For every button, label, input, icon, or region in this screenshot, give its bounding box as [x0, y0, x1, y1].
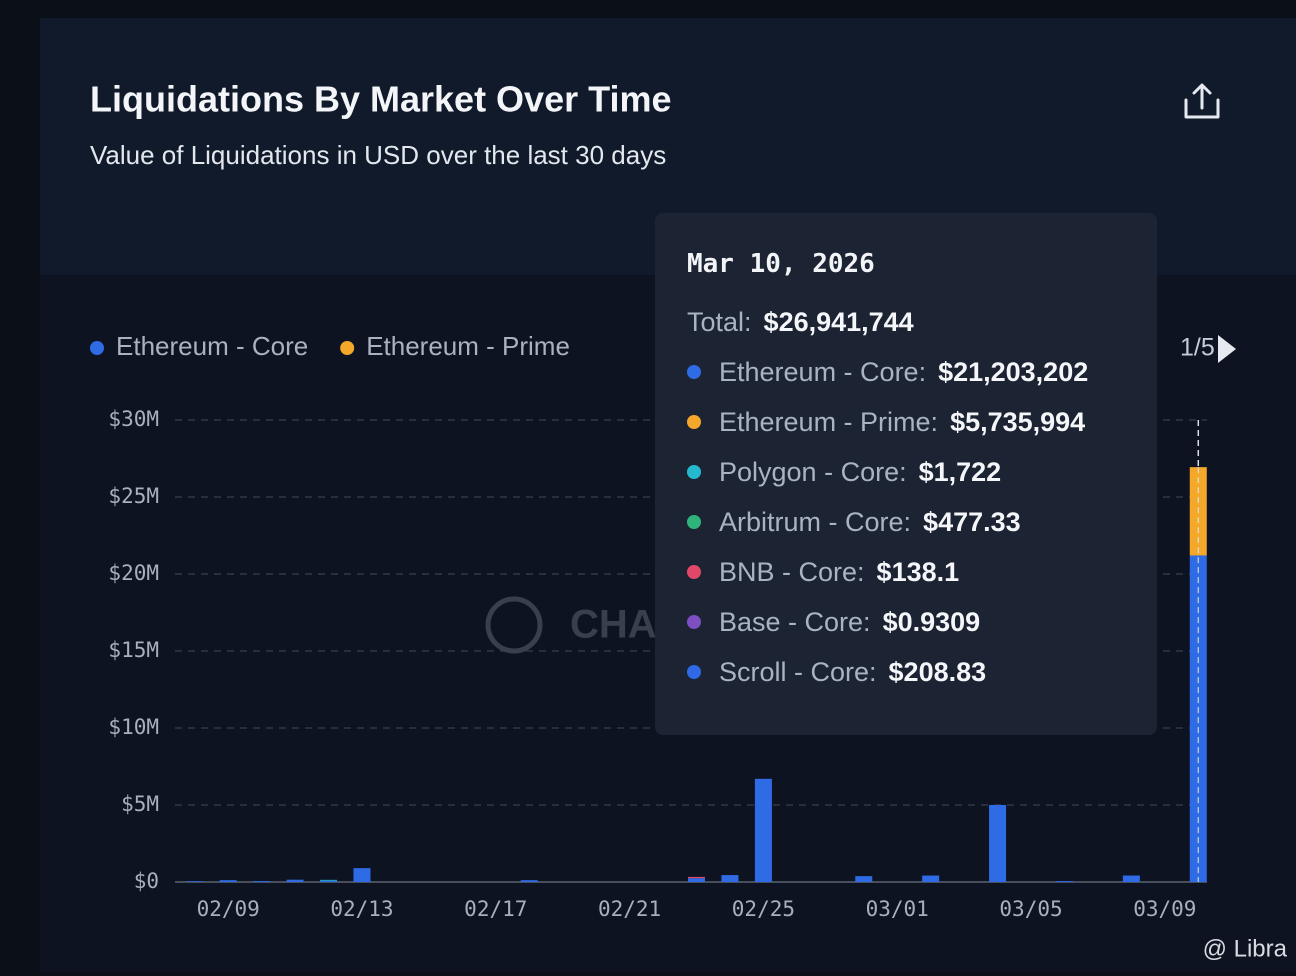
- y-tick-label: $30M: [108, 407, 159, 431]
- tooltip-value: $21,203,202: [938, 356, 1089, 387]
- share-icon[interactable]: [1192, 83, 1212, 110]
- tooltip-value: $208.83: [888, 656, 987, 687]
- bar-segment: [688, 878, 705, 882]
- tooltip-label: Arbitrum - Core:: [719, 506, 912, 537]
- bar-segment: [253, 881, 271, 882]
- tooltip-row: Base - Core: $0.9309: [687, 597, 1157, 647]
- tooltip-label: Scroll - Core:: [719, 656, 877, 687]
- bar-segment: [286, 879, 304, 882]
- bar-segment: [1122, 875, 1140, 882]
- tooltip-value: $0.9309: [882, 606, 981, 637]
- bar-segment: [520, 880, 538, 882]
- tooltip-rows: Ethereum - Core: $21,203,202 Ethereum - Pr…: [687, 347, 1157, 697]
- legend-label: Ethereum - Prime: [366, 331, 570, 361]
- tooltip-label: Ethereum - Prime:: [719, 406, 939, 437]
- share-icon[interactable]: [1184, 98, 1220, 119]
- tooltip-dot: [687, 615, 701, 629]
- bar-segment: [320, 880, 338, 882]
- bar-segment: [320, 879, 338, 881]
- chart-subtitle: Value of Liquidations in USD over the la…: [90, 140, 666, 170]
- y-tick-label: $20M: [108, 561, 159, 585]
- legend-dot: [340, 341, 355, 355]
- tooltip-dot: [687, 565, 701, 579]
- y-tick-label: $0: [134, 869, 159, 893]
- tooltip-dot: [687, 665, 701, 679]
- bar-segment: [922, 875, 940, 882]
- y-tick-label: $15M: [108, 638, 159, 662]
- tooltip-dot: [687, 465, 701, 479]
- tooltip-total-value: $26,941,744: [763, 307, 914, 337]
- tooltip-value: $138.1: [876, 556, 960, 587]
- x-tick-label: 03/09: [1133, 897, 1196, 921]
- chart-title: Liquidations By Market Over Time: [90, 79, 671, 120]
- tooltip-total-label: Total:: [687, 307, 752, 337]
- x-tick-label: 02/21: [598, 897, 661, 921]
- legend-dot: [90, 341, 104, 355]
- share-button[interactable]: [1184, 83, 1220, 119]
- tooltip-label: BNB - Core:: [719, 556, 865, 587]
- tooltip-row: Scroll - Core: $208.83: [687, 647, 1157, 697]
- legend-next[interactable]: [1218, 335, 1236, 363]
- x-tick-label: 03/05: [999, 897, 1062, 921]
- tooltip-row: BNB - Core: $138.1: [687, 547, 1157, 597]
- x-tick-label: 02/13: [330, 897, 393, 921]
- tooltip-dot: [687, 415, 701, 429]
- tooltip-value: $5,735,994: [950, 406, 1086, 437]
- x-tick-label: 03/01: [866, 897, 929, 921]
- legend-page: 1/5: [1180, 334, 1215, 362]
- x-tick-label: 02/09: [197, 897, 260, 921]
- bar-segment: [989, 805, 1007, 882]
- tooltip-row: Ethereum - Core: $21,203,202: [687, 347, 1157, 397]
- tooltip-value: $1,722: [918, 456, 1002, 487]
- tooltip-dot: [687, 365, 701, 379]
- tooltip-label: Ethereum - Core:: [719, 356, 927, 387]
- bar-segment: [688, 876, 705, 879]
- bar-segment: [1055, 881, 1073, 882]
- tooltip: Mar 10, 2026 Total: $26,941,744 Ethereum …: [655, 213, 1157, 735]
- tooltip-dot: [687, 515, 701, 529]
- y-tick-label: $10M: [108, 715, 159, 739]
- bar-segment: [855, 876, 873, 882]
- tooltip-value: $477.33: [923, 506, 1021, 537]
- x-tick-label: 02/17: [464, 897, 527, 921]
- bar-segment: [219, 880, 237, 882]
- tooltip-row: Polygon - Core: $1,722: [687, 447, 1157, 497]
- bar-segment: [353, 868, 371, 882]
- bar-segment: [754, 778, 772, 882]
- credit: @ Libra: [1203, 935, 1288, 962]
- tooltip-total: Total: $26,941,744: [687, 307, 1157, 347]
- bar-segment: [721, 875, 739, 882]
- legend-label: Ethereum - Core: [116, 331, 308, 361]
- tooltip-row: Ethereum - Prime: $5,735,994: [687, 397, 1157, 447]
- tooltip-label: Polygon - Core:: [719, 456, 907, 487]
- x-tick-label: 02/25: [732, 897, 795, 921]
- tooltip-label: Base - Core:: [719, 606, 871, 637]
- tooltip-date: Mar 10, 2026: [687, 249, 875, 279]
- y-tick-label: $5M: [121, 792, 159, 816]
- tooltip-row: Arbitrum - Core: $477.33: [687, 497, 1157, 547]
- y-tick-label: $25M: [108, 484, 159, 508]
- bar-segment: [186, 881, 204, 882]
